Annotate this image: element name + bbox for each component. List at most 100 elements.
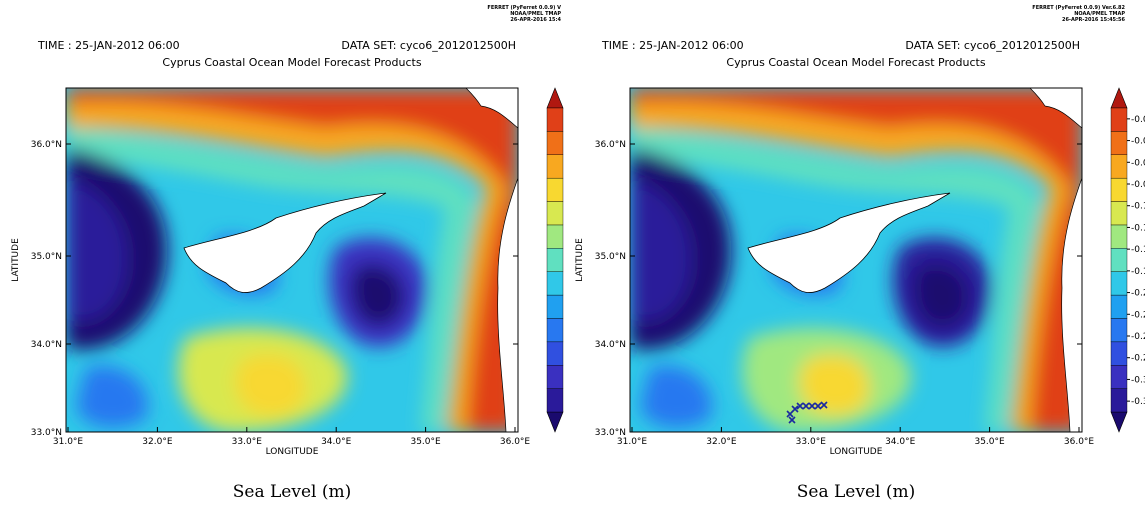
x-tick-label: 35.0°E [974, 437, 1005, 447]
dataset-label: DATA SET: cyco6_2012012500H [341, 39, 516, 52]
plot-title: Cyprus Coastal Ocean Model Forecast Prod… [726, 56, 985, 69]
colorbar-band [546, 341, 564, 366]
colorbar: -0.0 -0.0 -0.0 -0.0 -0.1 -0.1 -0.1 -0.1 -0.2 -0.2… [1110, 87, 1145, 433]
x-tick-label: 36.0°E [1064, 437, 1095, 447]
x-tick-label: 32.0°E [142, 437, 173, 447]
map-field [630, 88, 1082, 432]
colorbar-arrow [546, 411, 564, 433]
colorbar-label: -0.0 [1131, 158, 1145, 168]
colorbar-label: -0.2 [1131, 310, 1145, 320]
land [1061, 88, 1082, 432]
dataset-label: DATA SET: cyco6_2012012500H [905, 39, 1080, 52]
colorbar-band [1110, 177, 1128, 202]
colorbar-band [1110, 388, 1128, 413]
y-tick-label: 33.0°N [595, 428, 626, 438]
x-tick-label: 35.0°E [410, 437, 441, 447]
ferret-header: FERRET (PyFerret 0.0.9) Ver.6.82 [1032, 5, 1125, 11]
panel: FERRET (PyFerret 0.0.9) Ver.6.82NOAA/PME… [575, 5, 1145, 502]
ferret-header: NOAA/PMEL TMAP [1074, 11, 1125, 17]
colorbar-label: -0.0 [1131, 137, 1145, 147]
plot-title: Cyprus Coastal Ocean Model Forecast Prod… [162, 56, 421, 69]
x-tick-label: 34.0°E [321, 437, 352, 447]
ferret-header: FERRET (PyFerret 0.0.9) V [487, 5, 561, 11]
colorbar-band [546, 271, 564, 296]
markers [786, 401, 828, 424]
plot: 36.0°N 35.0°N 34.0°N 33.0°N31.0°E 32.0°E 33.0… [595, 87, 1095, 457]
colorbar [546, 87, 564, 433]
plot: 36.0°N 35.0°N 34.0°N 33.0°N31.0°E 32.0°E 33.0… [31, 87, 531, 457]
colorbar-band [1110, 154, 1128, 179]
land [497, 88, 518, 432]
colorbar-band [546, 294, 564, 319]
land [465, 88, 518, 129]
x-tick-label: 33.0°E [232, 437, 263, 447]
plot-frame [65, 87, 519, 433]
colorbar-band [1110, 224, 1128, 249]
x-axis-label: LONGITUDE [830, 447, 883, 457]
ferret-header: 26-APR-2016 15:45:56 [1062, 17, 1126, 23]
colorbar-band [546, 131, 564, 155]
colorbar-arrow [1110, 87, 1128, 109]
colorbar-label: -0.3 [1131, 375, 1145, 385]
colorbar-band [1110, 271, 1128, 296]
colorbar-band [546, 201, 564, 226]
colorbar-band [1110, 201, 1128, 226]
y-tick-label: 36.0°N [31, 140, 62, 150]
y-tick-label: 34.0°N [31, 340, 62, 350]
colorbar-label: -0.3 [1131, 397, 1145, 407]
colorbar-band [1110, 365, 1128, 389]
island [747, 192, 951, 293]
colorbar-label: -0.0 [1131, 180, 1145, 190]
colorbar-band [546, 388, 564, 413]
y-tick-label: 35.0°N [595, 252, 626, 262]
y-tick-label: 36.0°N [595, 140, 626, 150]
colorbar-band [546, 318, 564, 343]
x-tick-label: 36.0°E [500, 437, 531, 447]
colorbar-band [546, 107, 564, 132]
x-tick-label: 32.0°E [706, 437, 737, 447]
colorbar-band [546, 365, 564, 389]
y-tick-label: 35.0°N [31, 252, 62, 262]
ferret-header: NOAA/PMEL TMAP [510, 11, 561, 17]
x-tick-label: 34.0°E [885, 437, 916, 447]
colorbar-band [546, 154, 564, 179]
colorbar-label: -0.1 [1131, 267, 1145, 277]
map-field [66, 88, 518, 432]
colorbar-label: -0.0 [1131, 115, 1145, 125]
y-axis-label: LATITUDE [575, 238, 585, 282]
colorbar-band [546, 224, 564, 249]
x-axis-label: LONGITUDE [266, 447, 319, 457]
colorbar-arrow [546, 87, 564, 109]
x-tick-label: 31.0°E [617, 437, 648, 447]
colorbar-band [1110, 131, 1128, 155]
x-tick-label: 31.0°E [53, 437, 84, 447]
colorbar-label: -0.2 [1131, 332, 1145, 342]
colorbar-band [546, 248, 564, 272]
colorbar-label: -0.2 [1131, 354, 1145, 364]
y-axis-label: LATITUDE [11, 238, 21, 282]
plot-frame [629, 87, 1083, 433]
colorbar-label: -0.1 [1131, 223, 1145, 233]
colorbar-label: -0.2 [1131, 289, 1145, 299]
colorbar-band [1110, 248, 1128, 272]
land [1029, 88, 1082, 129]
x-tick-label: 33.0°E [796, 437, 827, 447]
colorbar-arrow [1110, 411, 1128, 433]
colorbar-band [1110, 318, 1128, 343]
y-tick-label: 33.0°N [31, 428, 62, 438]
time-label: TIME : 25-JAN-2012 06:00 [601, 39, 744, 52]
time-label: TIME : 25-JAN-2012 06:00 [37, 39, 180, 52]
colorbar-label: -0.1 [1131, 245, 1145, 255]
caption: Sea Level (m) [233, 482, 352, 502]
colorbar-band [1110, 294, 1128, 319]
ferret-header: 26-APR-2016 15:4 [510, 17, 561, 23]
island [183, 192, 387, 293]
caption: Sea Level (m) [797, 482, 916, 502]
colorbar-band [1110, 107, 1128, 132]
colorbar-label: -0.1 [1131, 202, 1145, 212]
y-tick-label: 34.0°N [595, 340, 626, 350]
colorbar-band [546, 177, 564, 202]
colorbar-band [1110, 341, 1128, 366]
